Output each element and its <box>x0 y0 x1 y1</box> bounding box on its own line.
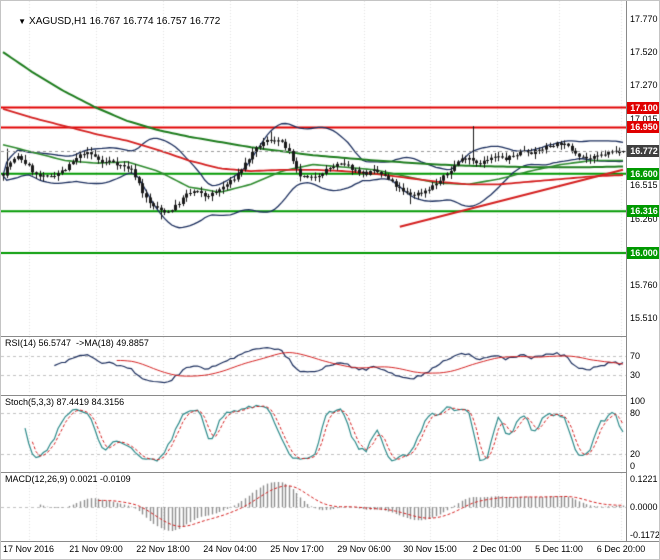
price-axis-tick: 16.260 <box>630 214 658 224</box>
rsi-axis-tick: 70 <box>630 351 641 361</box>
price-axis-tick: 17.015 <box>630 114 658 124</box>
price-level-badge: 17.100 <box>627 102 659 114</box>
stochastic-panel-canvas[interactable] <box>1 396 626 471</box>
rsi-panel-canvas[interactable] <box>1 337 626 394</box>
price-axis[interactable]: 17.77017.52017.27017.01516.76516.51516.2… <box>626 1 660 541</box>
price-axis-tick: 15.510 <box>630 313 658 323</box>
rsi-axis-tick: 30 <box>630 370 641 380</box>
price-level-badge: 16.000 <box>627 247 659 259</box>
main-chart-canvas[interactable] <box>1 1 626 335</box>
time-axis-label: 25 Nov 17:00 <box>270 544 324 554</box>
stochastic-axis-tick: 20 <box>630 449 641 459</box>
macd-axis-tick: 0.0000 <box>630 502 658 512</box>
price-level-badge: 16.316 <box>627 205 659 217</box>
macd-axis-tick: -0.1172 <box>630 530 660 540</box>
stochastic-indicator-label: Stoch(5,3,3) 87.4419 84.3156 <box>5 397 125 407</box>
macd-axis-tick: 0.1221 <box>630 474 658 484</box>
time-axis-label: 6 Dec 20:00 <box>596 544 646 554</box>
panel-divider[interactable] <box>1 541 659 542</box>
time-axis-label: 30 Nov 15:00 <box>403 544 457 554</box>
collapse-chart-icon[interactable]: ▼ <box>18 17 27 26</box>
price-axis-tick: 17.270 <box>630 80 658 90</box>
panel-divider[interactable] <box>1 472 659 473</box>
panel-divider[interactable] <box>1 336 659 337</box>
macd-panel-canvas[interactable] <box>1 473 626 540</box>
chart-title: ▼ XAGUSD,H1 16.767 16.774 16.757 16.772 <box>7 5 220 38</box>
time-axis-label: 24 Nov 04:00 <box>203 544 257 554</box>
time-axis-label: 2 Dec 01:00 <box>472 544 522 554</box>
macd-indicator-label: MACD(12,26,9) 0.0021 -0.0109 <box>5 474 131 484</box>
panel-divider[interactable] <box>1 395 659 396</box>
stochastic-axis-tick: 0 <box>630 461 636 471</box>
price-axis-tick: 16.515 <box>630 180 658 190</box>
time-axis-label: 21 Nov 09:00 <box>69 544 123 554</box>
time-axis-label: 17 Nov 2016 <box>3 544 55 554</box>
price-axis-tick: 17.770 <box>630 14 658 24</box>
stochastic-axis-tick: 80 <box>630 408 641 418</box>
time-axis-label: 22 Nov 18:00 <box>136 544 190 554</box>
time-axis-label: 5 Dec 11:00 <box>535 544 583 554</box>
current-price-badge: 16.772 <box>627 145 659 157</box>
ohlc-values: 16.767 16.774 16.757 16.772 <box>89 16 221 27</box>
time-axis-label: 29 Nov 06:00 <box>337 544 391 554</box>
stochastic-axis-tick: 100 <box>630 396 646 406</box>
price-axis-tick: 17.520 <box>630 47 658 57</box>
price-level-badge: 16.600 <box>627 168 659 180</box>
time-axis[interactable]: 17 Nov 2016 21 Nov 09:00 22 Nov 18:00 24 No… <box>1 543 659 559</box>
price-axis-tick: 15.760 <box>630 280 658 290</box>
symbol-timeframe-label: XAGUSD,H1 <box>29 16 87 27</box>
price-level-badge: 16.950 <box>627 121 659 133</box>
rsi-indicator-label: RSI(14) 56.5747 ->MA(18) 49.8857 <box>5 338 149 348</box>
